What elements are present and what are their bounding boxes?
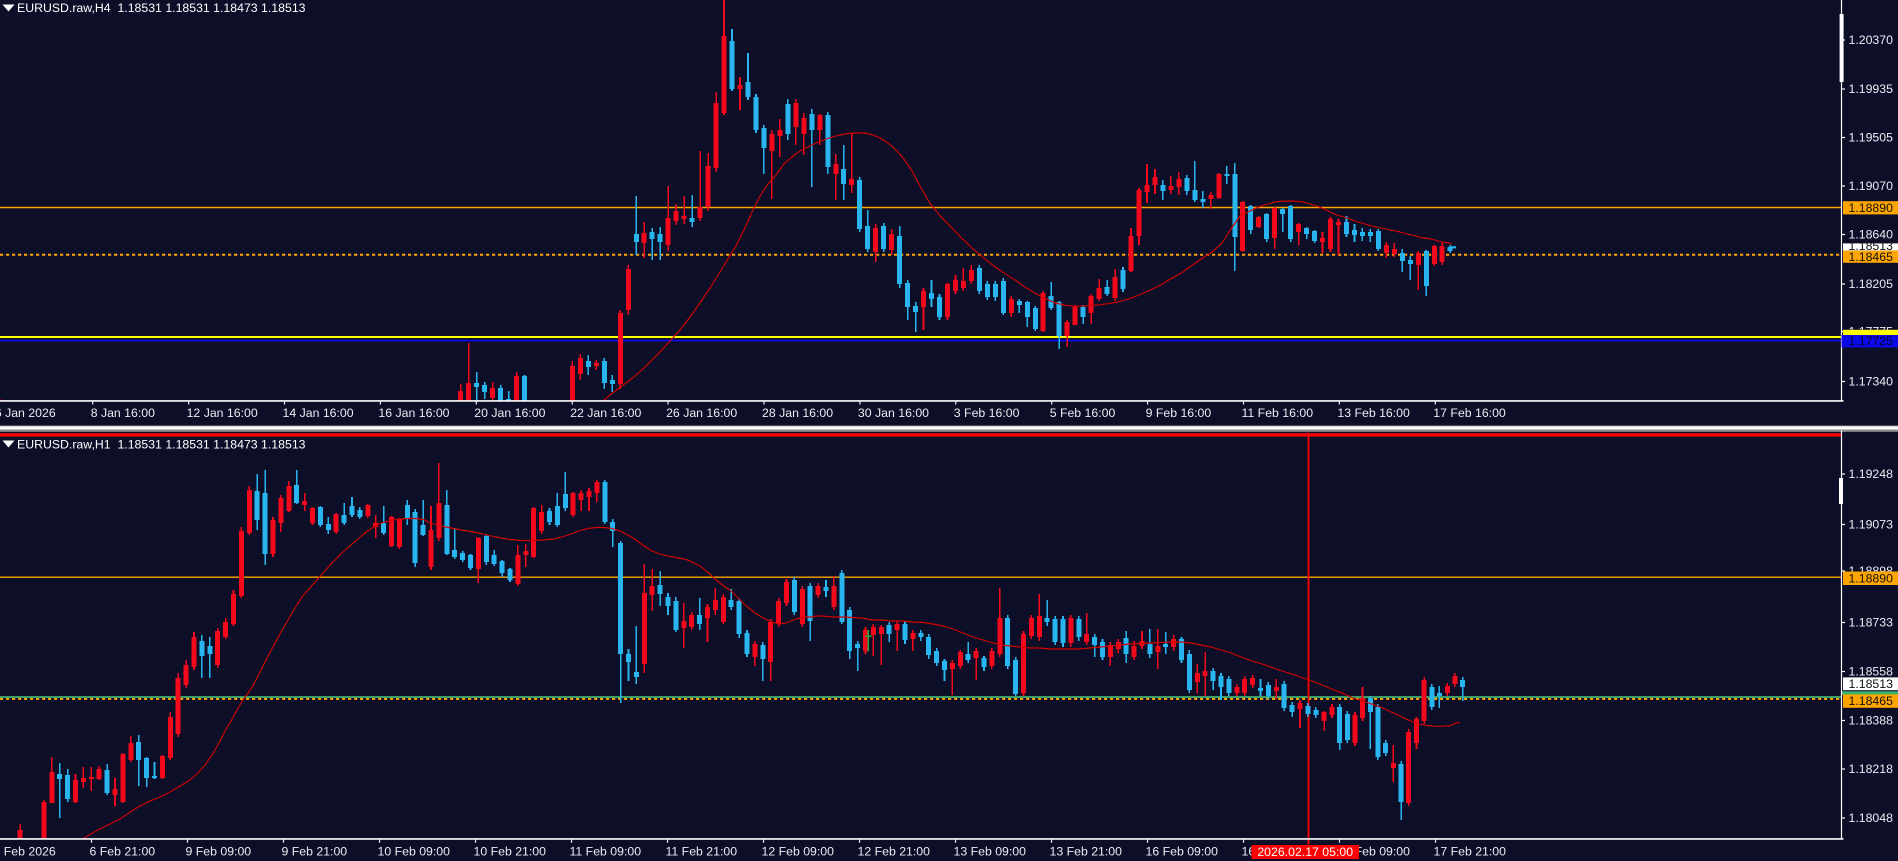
svg-text:9 Feb 09:00: 9 Feb 09:00 xyxy=(186,845,252,859)
svg-text:1.18048: 1.18048 xyxy=(1849,811,1894,825)
svg-text:17 Feb 16:00: 17 Feb 16:00 xyxy=(1433,406,1506,420)
svg-text:1.18890: 1.18890 xyxy=(1849,201,1894,215)
svg-text:9 Feb 16:00: 9 Feb 16:00 xyxy=(1146,406,1212,420)
svg-text:12 Feb 09:00: 12 Feb 09:00 xyxy=(762,845,835,859)
svg-text:13 Feb 16:00: 13 Feb 16:00 xyxy=(1337,406,1410,420)
svg-text:1.17340: 1.17340 xyxy=(1849,375,1894,389)
svg-text:22 Jan 16:00: 22 Jan 16:00 xyxy=(570,406,641,420)
svg-text:6 Feb 2026: 6 Feb 2026 xyxy=(0,845,56,859)
svg-text:EURUSD.raw,H4 1.18531 1.18531: EURUSD.raw,H4 1.18531 1.18531 1.18473 1.… xyxy=(17,1,306,15)
svg-text:1.19248: 1.19248 xyxy=(1849,467,1894,481)
svg-text:1.18388: 1.18388 xyxy=(1849,714,1894,728)
svg-text:30 Jan 16:00: 30 Jan 16:00 xyxy=(858,406,929,420)
svg-text:1.19935: 1.19935 xyxy=(1849,82,1894,96)
svg-text:14 Jan 16:00: 14 Jan 16:00 xyxy=(283,406,354,420)
svg-text:1.18513: 1.18513 xyxy=(1849,239,1894,253)
svg-text:6 Jan 2026: 6 Jan 2026 xyxy=(0,406,56,420)
svg-text:9 Feb 21:00: 9 Feb 21:00 xyxy=(282,845,348,859)
svg-text:8 Jan 16:00: 8 Jan 16:00 xyxy=(91,406,155,420)
svg-text:3 Feb 16:00: 3 Feb 16:00 xyxy=(954,406,1020,420)
svg-text:1.17725: 1.17725 xyxy=(1849,334,1894,348)
svg-text:11 Feb 21:00: 11 Feb 21:00 xyxy=(666,845,738,859)
svg-text:13 Feb 21:00: 13 Feb 21:00 xyxy=(1050,845,1123,859)
svg-text:1.19070: 1.19070 xyxy=(1849,179,1894,193)
svg-text:1.18558: 1.18558 xyxy=(1849,665,1894,679)
svg-text:1.18465: 1.18465 xyxy=(1849,694,1894,708)
svg-text:1.18465: 1.18465 xyxy=(1849,250,1894,264)
svg-text:28 Jan 16:00: 28 Jan 16:00 xyxy=(762,406,833,420)
svg-text:10 Feb 21:00: 10 Feb 21:00 xyxy=(474,845,547,859)
svg-text:16 Jan 16:00: 16 Jan 16:00 xyxy=(378,406,449,420)
svg-text:1.19505: 1.19505 xyxy=(1849,131,1894,145)
svg-text:1.18205: 1.18205 xyxy=(1849,277,1894,291)
svg-text:20 Jan 16:00: 20 Jan 16:00 xyxy=(474,406,545,420)
svg-text:26 Jan 16:00: 26 Jan 16:00 xyxy=(666,406,737,420)
svg-text:1.18890: 1.18890 xyxy=(1849,571,1894,585)
svg-text:1.18733: 1.18733 xyxy=(1849,616,1894,630)
svg-text:10 Feb 09:00: 10 Feb 09:00 xyxy=(378,845,451,859)
svg-text:EURUSD.raw,H1 1.18531 1.18531: EURUSD.raw,H1 1.18531 1.18531 1.18473 1.… xyxy=(17,438,306,452)
svg-text:1.20370: 1.20370 xyxy=(1849,33,1894,47)
svg-text:2026.02.17 05:00: 2026.02.17 05:00 xyxy=(1257,845,1353,859)
svg-text:5 Feb 16:00: 5 Feb 16:00 xyxy=(1050,406,1116,420)
svg-text:11 Feb 09:00: 11 Feb 09:00 xyxy=(570,845,642,859)
svg-text:12 Jan 16:00: 12 Jan 16:00 xyxy=(187,406,258,420)
svg-text:1.18513: 1.18513 xyxy=(1849,677,1894,691)
svg-text:1.19073: 1.19073 xyxy=(1849,518,1894,532)
svg-text:13 Feb 09:00: 13 Feb 09:00 xyxy=(954,845,1027,859)
svg-text:6 Feb 21:00: 6 Feb 21:00 xyxy=(90,845,156,859)
svg-text:11 Feb 16:00: 11 Feb 16:00 xyxy=(1242,406,1314,420)
svg-text:17 Feb 21:00: 17 Feb 21:00 xyxy=(1434,845,1507,859)
svg-text:1.18218: 1.18218 xyxy=(1849,762,1894,776)
svg-text:1.18640: 1.18640 xyxy=(1849,228,1894,242)
svg-text:12 Feb 21:00: 12 Feb 21:00 xyxy=(858,845,931,859)
svg-text:16 Feb 09:00: 16 Feb 09:00 xyxy=(1146,845,1219,859)
